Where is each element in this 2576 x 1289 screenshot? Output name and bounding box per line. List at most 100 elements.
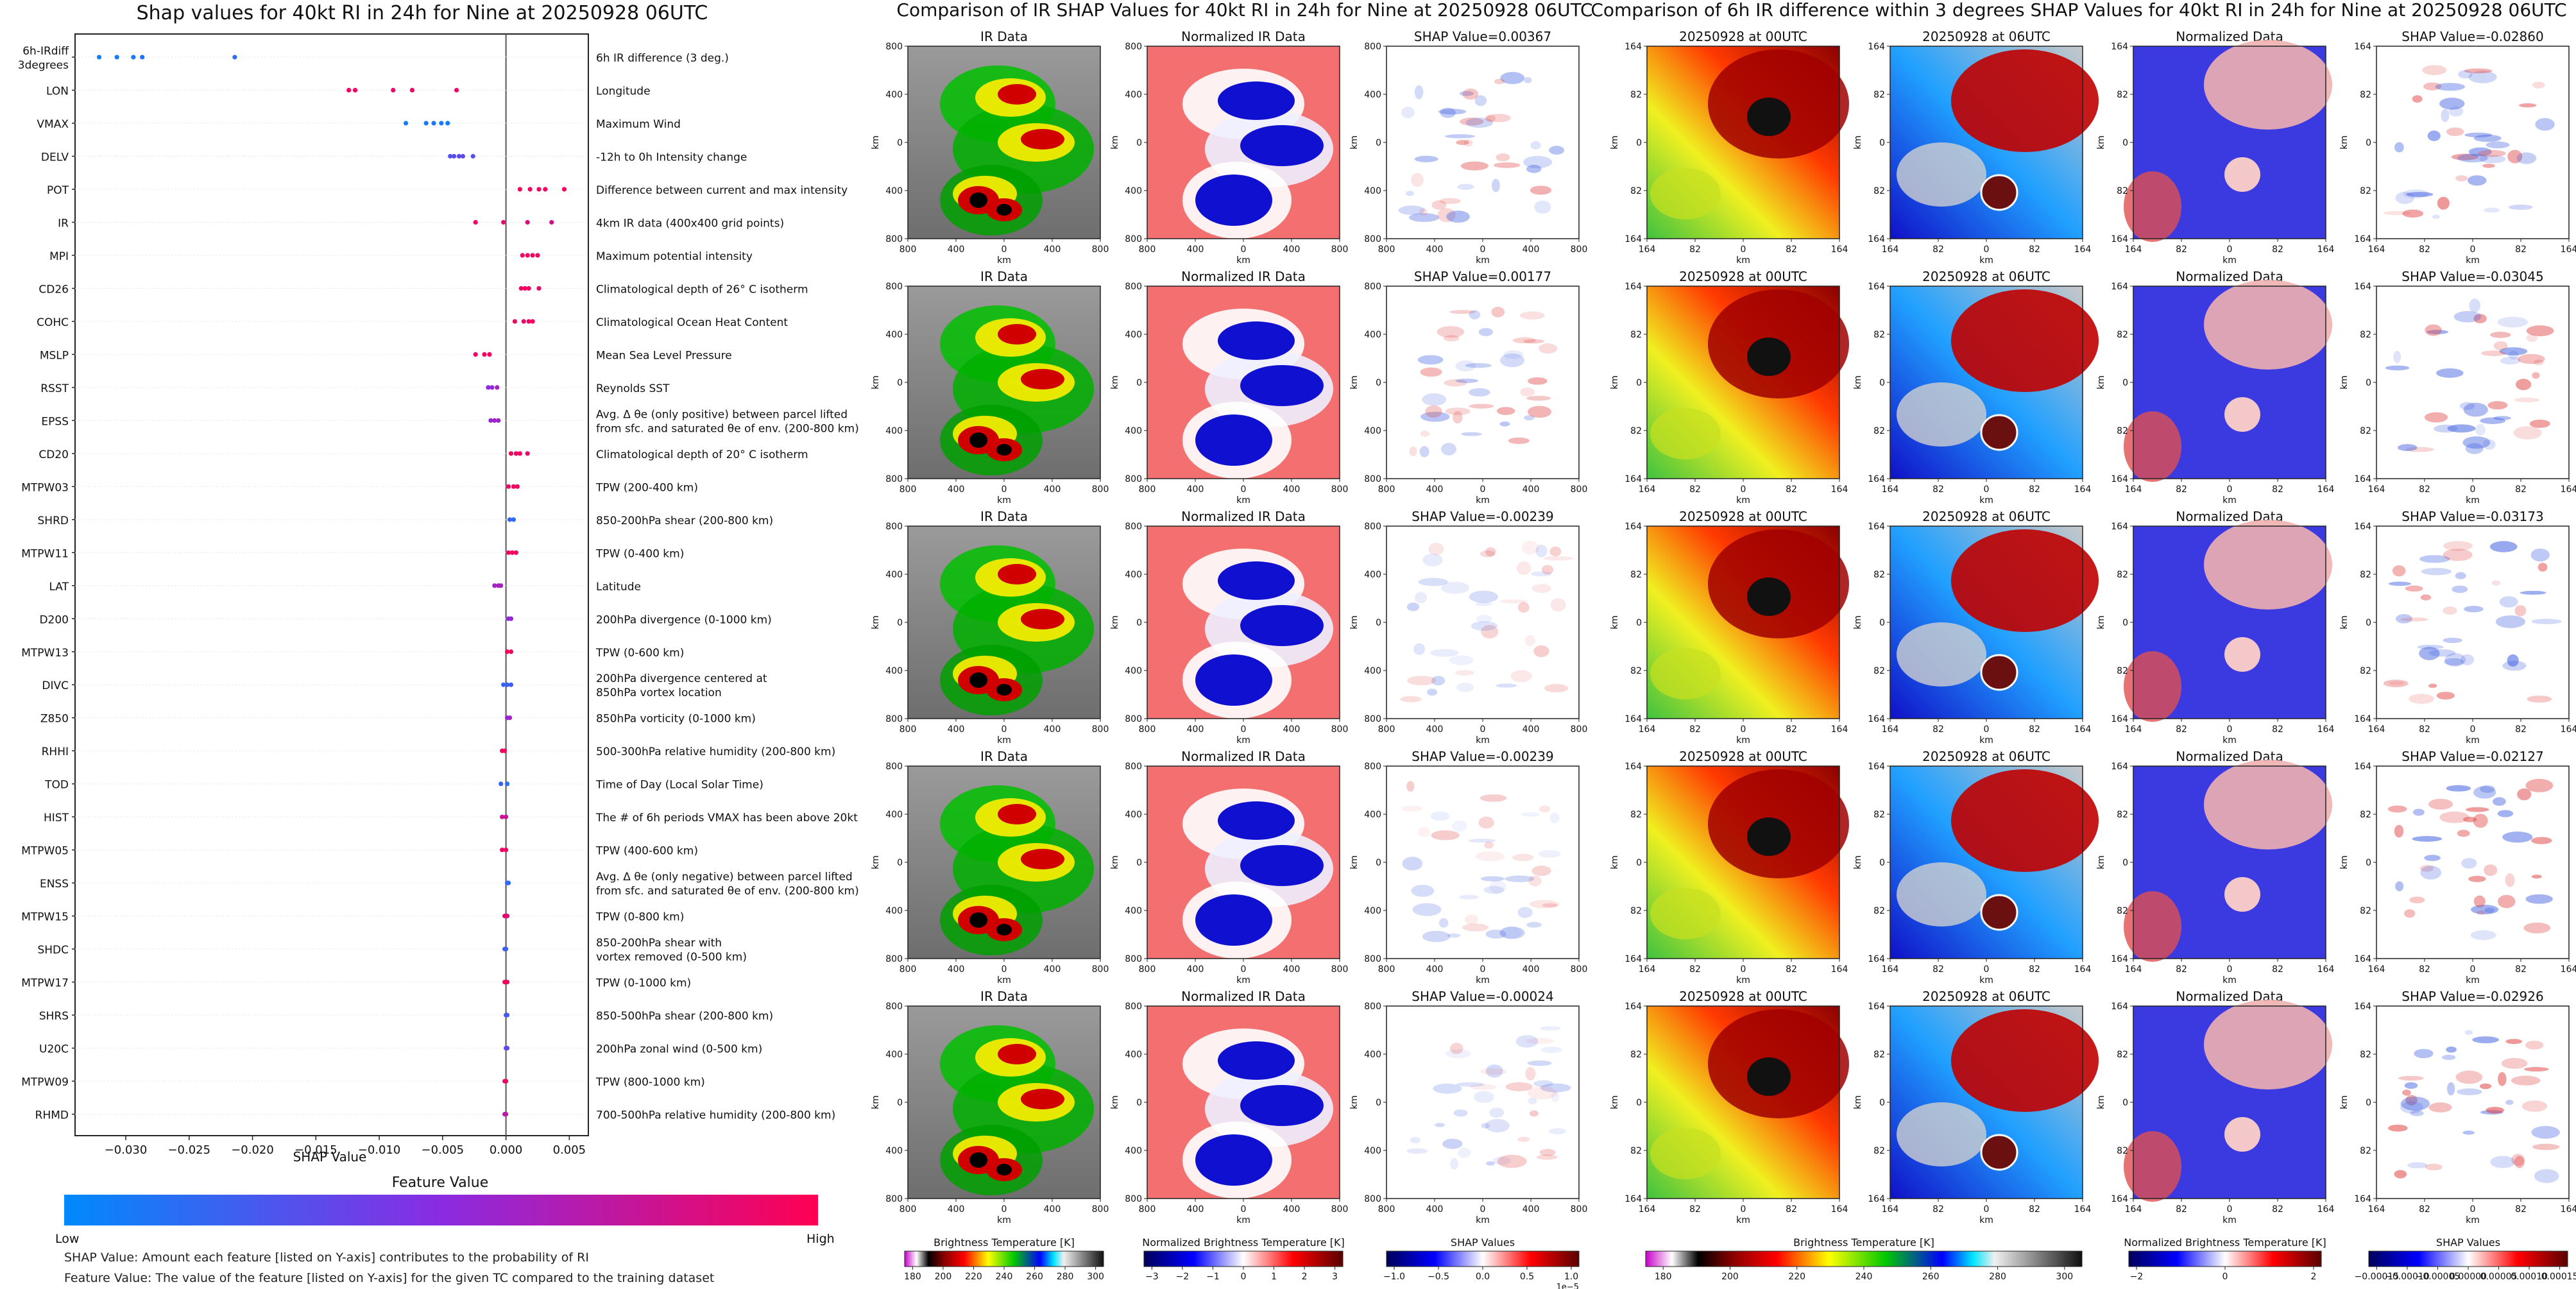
shap-patch (2514, 605, 2527, 617)
shap-patch (1549, 546, 1562, 557)
x-axis-label: km (2466, 495, 2480, 506)
y-axis-label: km (1349, 135, 1360, 149)
x-tick-label: 82 (2176, 244, 2187, 255)
y-tick-label: 800 (1364, 714, 1381, 724)
colorbar-tick-label: −0.00015 (2355, 1272, 2400, 1282)
x-tick-label: 800 (1139, 964, 1156, 975)
shap-patch (2473, 895, 2486, 908)
shap-patch (2538, 563, 2548, 572)
panel-title: Normalized IR Data (1181, 989, 1306, 1004)
shap-patch (1443, 335, 1460, 342)
x-tick-label: 0 (1241, 244, 1247, 255)
shap-patch (1540, 1046, 1562, 1054)
shap-patch (2534, 359, 2544, 366)
x-tick-label: 400 (948, 484, 965, 495)
colorbar-tick-label: 0 (2222, 1272, 2228, 1282)
shap-patch (2472, 1036, 2499, 1043)
x-tick-label: 400 (1187, 244, 1204, 255)
x-tick-label: 82 (1932, 964, 1944, 975)
feature-description-label: 700-500hPa relative humidity (200-800 km… (596, 1109, 835, 1122)
shap-patch (1486, 1161, 1495, 1166)
shap-patch (1433, 1083, 1462, 1094)
shap-patch (1528, 377, 1548, 385)
y-tick-label: 82 (2360, 810, 2371, 820)
x-tick-label: 400 (948, 724, 965, 735)
cold-region (1195, 654, 1272, 706)
x-tick-label: 0 (1741, 1204, 1746, 1215)
shap-patch (2422, 65, 2447, 76)
shap-point (470, 153, 475, 159)
y-axis-label: km (1349, 375, 1360, 389)
x-tick-label: 400 (1283, 244, 1301, 255)
colorbar-tick-label: 0.5 (1520, 1272, 1534, 1282)
deep-convection (1021, 1089, 1064, 1109)
x-tick-label: 164 (2561, 484, 2576, 495)
shap-patch (1510, 670, 1532, 683)
y-tick-label: 400 (1125, 570, 1142, 580)
shap-patch (2451, 153, 2479, 160)
shap-point (513, 550, 519, 555)
shap-patch (1447, 933, 1461, 938)
x-axis-label: km (1979, 735, 1993, 746)
colorbar-tick-label: 0 (1241, 1272, 1247, 1282)
shap-patch (1523, 156, 1553, 169)
shap-point (507, 517, 513, 522)
shap-patch (1485, 1064, 1503, 1078)
colorbar-tick-label: −1 (1206, 1272, 1220, 1282)
x-tick-label: 0 (2227, 724, 2233, 735)
panel-title: SHAP Value=-0.00024 (1412, 989, 1553, 1004)
y-tick-label: 164 (2111, 1002, 2128, 1012)
diff-panel: 20250928 at 06UTC1641648282008282164164k… (1853, 269, 2099, 506)
shap-patch (2404, 909, 2416, 918)
y-tick-label: 400 (885, 570, 903, 580)
feature-description-label: TPW (0-600 km) (595, 647, 684, 660)
x-axis-label: km (997, 1215, 1011, 1225)
shap-patch (2479, 155, 2506, 164)
shap-patch (2497, 316, 2529, 328)
shap-patch (1500, 926, 1523, 939)
shap-patch (1440, 107, 1456, 118)
shap-patch (1445, 1049, 1471, 1059)
shap-patch (2517, 354, 2545, 364)
shap-patch (2468, 875, 2486, 882)
feature-description-label: Maximum potential intensity (596, 250, 753, 263)
shap-patch (1485, 929, 1506, 939)
panel-title: IR Data (980, 989, 1028, 1004)
y-tick-label: 0 (2366, 378, 2371, 388)
shap-patch (1485, 115, 1496, 123)
shap-point (232, 55, 237, 60)
cold-cloud-top (996, 204, 1012, 216)
y-tick-label: 800 (1364, 1002, 1381, 1012)
panel-title: Normalized IR Data (1181, 29, 1306, 44)
x-tick-label: 400 (1523, 1204, 1540, 1215)
y-tick-label: 0 (1136, 858, 1142, 868)
y-tick-label: 82 (1873, 90, 1885, 100)
x-tick-label: 164 (1882, 1204, 1899, 1215)
colorbar-label: Normalized Brightness Temperature [K] (2124, 1236, 2326, 1249)
y-tick-label: 800 (1125, 42, 1142, 52)
x-axis-label: km (2466, 735, 2480, 746)
feature-description-label: 200hPa divergence (0-1000 km) (596, 613, 772, 626)
shap-point (526, 319, 531, 324)
shap-patch (2447, 424, 2476, 433)
shap-point (525, 451, 530, 456)
storm-eye-feature (1980, 654, 2018, 691)
y-tick-label: 800 (1364, 234, 1381, 244)
shap-patch (1444, 134, 1476, 139)
shap-patch (1480, 550, 1496, 558)
y-axis-label: km (1610, 375, 1620, 389)
shap-patch (1435, 1123, 1446, 1127)
x-axis-label: km (1476, 735, 1490, 746)
y-tick-label: 164 (1625, 1194, 1642, 1204)
shap-patch (1494, 78, 1505, 85)
y-tick-label: 164 (2111, 42, 2128, 52)
y-tick-label: 800 (885, 1002, 903, 1012)
y-tick-label: 82 (1630, 186, 1642, 196)
shap-patch (2404, 1082, 2418, 1089)
colorbar: Brightness Temperature [K] 180 200 220 240 26… (1645, 1236, 2083, 1282)
diff-panel: 20250928 at 06UTC1641648282008282164164k… (1853, 989, 2099, 1225)
feature-description-label: Climatological depth of 20° C isotherm (596, 448, 808, 461)
shap-point (96, 55, 102, 60)
shap-patch (1496, 683, 1517, 688)
x-axis-label: km (2222, 495, 2237, 506)
